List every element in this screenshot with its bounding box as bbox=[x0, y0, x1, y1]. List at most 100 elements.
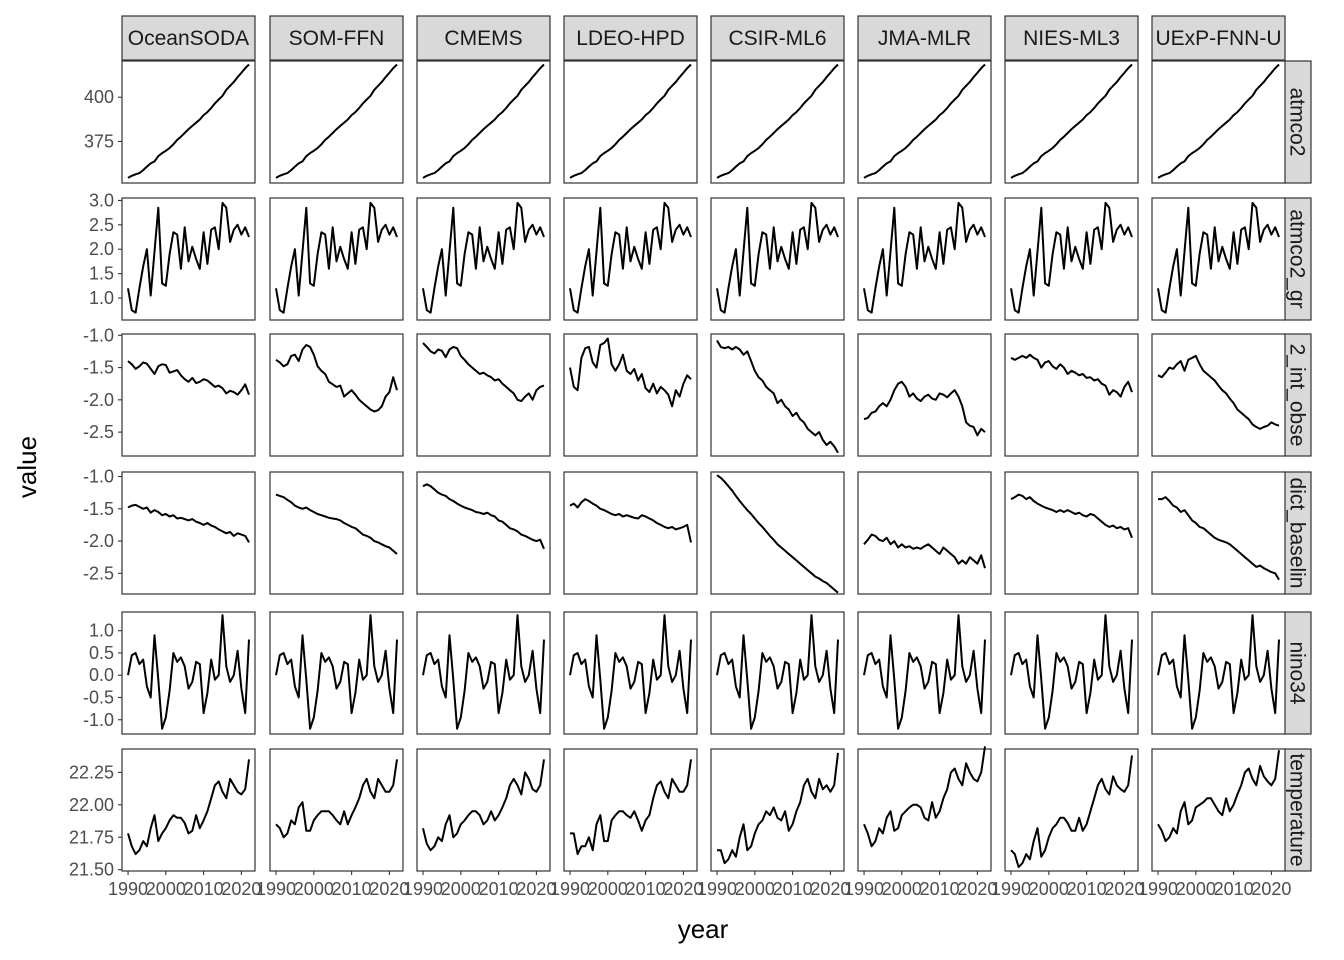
series-line-oceansoda-atmco2-gr bbox=[127, 201, 250, 314]
series-line-nies-ml3-atmco2-gr bbox=[1010, 201, 1133, 314]
y-tick-label: 22.25 bbox=[69, 762, 114, 782]
series-line-csir-ml6-fgco2-int-obs-detrended bbox=[716, 339, 839, 454]
panel-fgco2-int-obs-detrended-jma-mlr bbox=[857, 333, 992, 457]
x-tick-label: 2000 bbox=[294, 879, 334, 899]
panel-fgco2-int-pred-baseline-som-ffn bbox=[269, 471, 404, 595]
series-line-som-ffn-atmco2-gr bbox=[275, 201, 398, 314]
row-strip-label-group: atmco2 bbox=[1286, 88, 1309, 157]
series-line-ldeo-hpd-atmco2 bbox=[569, 63, 692, 179]
row-strip-label: atmco2 bbox=[1286, 88, 1309, 157]
x-tick-label: 2010 bbox=[184, 879, 224, 899]
series-line-som-ffn-temperature bbox=[275, 759, 398, 839]
row-strip-label-group: nino34 bbox=[1286, 641, 1309, 704]
x-tick-label: 2010 bbox=[1067, 879, 1107, 899]
series-line-som-ffn-nino34 bbox=[275, 614, 398, 730]
series-line-nies-ml3-temperature bbox=[1010, 755, 1133, 869]
panel-atmco2-ldeo-hpd bbox=[563, 60, 698, 184]
x-tick-label: 2020 bbox=[663, 879, 703, 899]
y-tick-label: -1.0 bbox=[83, 467, 114, 487]
series-line-cmems-nino34 bbox=[422, 614, 545, 730]
series-line-cmems-fgco2-int-pred-baseline bbox=[422, 483, 545, 550]
column-strip-csir-ml6 bbox=[710, 15, 845, 61]
y-tick-label: -2.5 bbox=[83, 563, 114, 583]
x-tick-label: 2010 bbox=[626, 879, 666, 899]
y-tick-label: -2.0 bbox=[83, 531, 114, 551]
series-line-uexp-fnn-u-fgco2-int-pred-baseline bbox=[1158, 496, 1280, 581]
y-tick-label: 3.0 bbox=[89, 190, 114, 210]
x-tick-label: 2010 bbox=[920, 879, 960, 899]
panels-layer: OceanSODA SOM-FFN CMEMS LDEO-HPD CSIR-ML6 JMA… bbox=[69, 15, 1312, 899]
series-line-ldeo-hpd-temperature bbox=[570, 759, 692, 856]
x-tick-label: 2010 bbox=[332, 879, 372, 899]
x-tick-label: 1990 bbox=[697, 879, 737, 899]
y-tick-label: 1.0 bbox=[89, 288, 114, 308]
column-strip-jma-mlr bbox=[857, 15, 992, 61]
panel-temperature-oceansoda bbox=[121, 748, 256, 872]
panel-fgco2-int-obs-detrended-nies-ml3 bbox=[1004, 333, 1139, 457]
panel-fgco2-int-obs-detrended-csir-ml6 bbox=[710, 333, 845, 457]
row-strip-label: atmco2_gr bbox=[1286, 209, 1309, 308]
column-strip-label: CSIR-ML6 bbox=[728, 27, 826, 50]
column-strip-label: JMA-MLR bbox=[878, 27, 971, 50]
series-line-jma-mlr-fgco2-int-pred-baseline bbox=[863, 533, 986, 569]
panel-atmco2-som-ffn bbox=[269, 60, 404, 184]
x-tick-label: 2000 bbox=[882, 879, 922, 899]
series-line-nies-ml3-fgco2-int-pred-baseline bbox=[1010, 493, 1133, 539]
series-line-jma-mlr-nino34 bbox=[863, 614, 986, 730]
y-tick-label: -2.5 bbox=[83, 422, 114, 442]
row-strip-label-group: dict_baselin bbox=[1286, 478, 1309, 589]
column-strip-label: UExP-FNN-U bbox=[1156, 27, 1282, 50]
x-tick-label: 2020 bbox=[221, 879, 261, 899]
x-tick-label: 2020 bbox=[369, 879, 409, 899]
column-strip-cmems bbox=[416, 15, 551, 61]
series-line-ldeo-hpd-fgco2-int-obs-detrended bbox=[569, 337, 692, 408]
series-line-oceansoda-fgco2-int-obs-detrended bbox=[127, 360, 250, 396]
panel-atmco2-nies-ml3 bbox=[1004, 60, 1139, 184]
x-tick-label: 2010 bbox=[773, 879, 813, 899]
column-strip-oceansoda bbox=[121, 15, 256, 61]
series-line-jma-mlr-temperature bbox=[863, 746, 986, 848]
x-axis-title: year bbox=[678, 914, 729, 944]
series-line-ldeo-hpd-nino34 bbox=[569, 614, 692, 730]
series-line-uexp-fnn-u-temperature bbox=[1157, 750, 1280, 843]
row-strip-label: temperature bbox=[1286, 753, 1309, 866]
x-tick-label: 2000 bbox=[1029, 879, 1069, 899]
y-tick-label: 375 bbox=[84, 131, 114, 151]
x-tick-label: 2000 bbox=[441, 879, 481, 899]
series-line-cmems-fgco2-int-obs-detrended bbox=[422, 342, 545, 403]
column-strip-label: NIES-ML3 bbox=[1023, 27, 1120, 50]
row-strip-label: 2_int_obse bbox=[1286, 344, 1309, 447]
y-axis-title: value bbox=[12, 436, 42, 498]
series-line-uexp-fnn-u-atmco2-gr bbox=[1157, 201, 1280, 314]
y-tick-label: 2.5 bbox=[89, 215, 114, 235]
panel-atmco2-uexp-fnn-u bbox=[1151, 60, 1286, 184]
series-line-uexp-fnn-u-fgco2-int-obs-detrended bbox=[1157, 354, 1280, 430]
series-line-nies-ml3-fgco2-int-obs-detrended bbox=[1010, 353, 1133, 398]
series-line-nies-ml3-nino34 bbox=[1010, 614, 1133, 730]
panel-atmco2-csir-ml6 bbox=[710, 60, 845, 184]
row-strip-fgco2-int-obs-detrended bbox=[1283, 333, 1312, 457]
panel-nino34-ldeo-hpd bbox=[563, 611, 698, 735]
series-line-oceansoda-fgco2-int-pred-baseline bbox=[127, 503, 250, 543]
series-line-uexp-fnn-u-atmco2 bbox=[1157, 63, 1280, 179]
series-line-uexp-fnn-u-nino34 bbox=[1157, 614, 1280, 730]
y-tick-label: 1.0 bbox=[89, 621, 114, 641]
column-strip-label: LDEO-HPD bbox=[576, 27, 685, 50]
x-tick-label: 1990 bbox=[1138, 879, 1178, 899]
x-tick-label: 1990 bbox=[256, 879, 296, 899]
panel-atmco2-oceansoda bbox=[121, 60, 256, 184]
y-tick-label: 21.50 bbox=[69, 860, 114, 880]
x-tick-label: 2020 bbox=[810, 879, 850, 899]
row-strip-label-group: 2_int_obse bbox=[1286, 344, 1309, 447]
row-strip-label-group: atmco2_gr bbox=[1286, 209, 1309, 308]
x-tick-label: 1990 bbox=[108, 879, 148, 899]
y-tick-label: 22.00 bbox=[69, 795, 114, 815]
x-tick-label: 2020 bbox=[1104, 879, 1144, 899]
y-tick-label: 2.0 bbox=[89, 239, 114, 259]
x-tick-label: 2020 bbox=[1251, 879, 1291, 899]
column-strip-label: CMEMS bbox=[444, 27, 522, 50]
series-line-som-ffn-fgco2-int-obs-detrended bbox=[275, 344, 398, 413]
series-line-som-ffn-fgco2-int-pred-baseline bbox=[275, 493, 398, 555]
row-strip-label: dict_baselin bbox=[1286, 478, 1309, 589]
x-tick-label: 2000 bbox=[1176, 879, 1216, 899]
